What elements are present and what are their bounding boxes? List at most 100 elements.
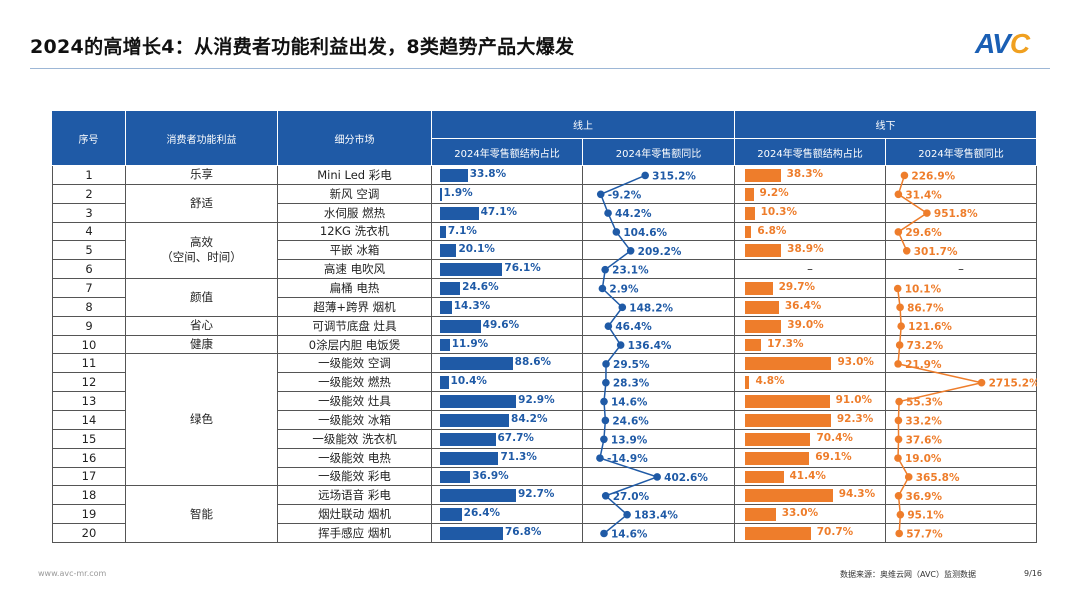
value-cell xyxy=(735,184,886,204)
online-share-bar xyxy=(440,451,499,465)
market-cell: 扁桶 电热 xyxy=(278,279,432,298)
online-share-label: 67.7% xyxy=(497,431,534,444)
value-cell xyxy=(735,203,886,223)
offline-yoy-label: 86.7% xyxy=(907,302,944,314)
yoy-lines: 315.2% -9.2% 44.2% 104.6% 209.2% 23.1% 2.9% 148… xyxy=(596,170,1037,540)
benefit-group: 舒适 xyxy=(126,184,278,223)
value-cell xyxy=(583,316,735,336)
online-yoy-label: 24.6% xyxy=(612,415,649,427)
online-share-label: 1.9% xyxy=(443,186,473,199)
row-number: 7 xyxy=(52,279,126,298)
offline-share-label: 91.0% xyxy=(835,394,873,407)
offline-yoy-point xyxy=(897,322,905,330)
online-share-bar xyxy=(440,357,513,371)
value-cell xyxy=(432,297,583,317)
online-yoy-label: 315.2% xyxy=(652,170,696,182)
value-cell xyxy=(583,279,735,298)
market-cell: 一级能效 电热 xyxy=(278,448,432,468)
offline-share-bar xyxy=(745,470,784,484)
offline-share-label: 41.4% xyxy=(789,469,826,482)
online-yoy-label: 209.2% xyxy=(638,246,682,258)
online-share-label: 33.8% xyxy=(469,168,507,180)
value-cell xyxy=(735,486,886,506)
row-number: 16 xyxy=(52,448,126,468)
value-cell xyxy=(432,467,583,487)
benefit-group: 高效 （空间、时间） xyxy=(126,222,278,280)
header-offline: 线下 xyxy=(735,111,1037,139)
row-number: 4 xyxy=(52,222,126,242)
offline-yoy-point xyxy=(923,209,931,217)
offline-share-bar xyxy=(745,376,750,390)
offline-yoy-label: 2715.2% xyxy=(989,378,1037,390)
value-cell xyxy=(886,184,1037,204)
value-cell xyxy=(735,392,886,411)
value-cell xyxy=(886,524,1037,543)
online-share-bar xyxy=(440,187,442,201)
online-share-bar xyxy=(440,489,516,503)
online-share-label: 49.6% xyxy=(482,318,520,331)
offline-yoy-point xyxy=(894,435,903,444)
offline-share-label: 17.3% xyxy=(767,337,804,350)
offline-yoy-label: 951.8% xyxy=(934,208,978,220)
online-share-bar xyxy=(440,432,496,446)
offline-yoy-point xyxy=(895,341,904,349)
row-number: 18 xyxy=(52,486,126,506)
value-cell xyxy=(432,316,583,336)
value-cell xyxy=(886,166,1037,185)
value-cell xyxy=(886,203,1037,223)
value-cell xyxy=(583,392,735,411)
online-share-bar xyxy=(440,413,510,427)
value-cell xyxy=(432,524,583,543)
row-number: 13 xyxy=(52,392,126,411)
offline-yoy-point xyxy=(894,454,902,462)
offline-yoy-label: 226.9% xyxy=(911,170,955,182)
value-cell xyxy=(735,467,886,487)
online-share-label: 88.6% xyxy=(514,356,552,369)
row-number: 6 xyxy=(52,260,126,280)
offline-share-bar xyxy=(745,282,773,295)
online-yoy-point xyxy=(601,492,610,500)
online-share-label: 7.1% xyxy=(447,224,477,237)
offline-share-bar xyxy=(745,300,779,314)
footer-source: 数据来源：奥维云网（AVC）监测数据 xyxy=(840,570,977,579)
online-yoy-label: -14.9% xyxy=(607,453,648,465)
benefit-group: 颜值 xyxy=(126,279,278,317)
offline-yoy-point xyxy=(894,228,903,236)
offline-share-bar xyxy=(745,508,776,522)
header-offline-yoy: 2024年零售额同比 xyxy=(886,139,1037,166)
value-cell xyxy=(735,316,886,336)
online-yoy-point xyxy=(612,228,621,236)
row-number: 17 xyxy=(52,467,126,487)
offline-share-label: 33.0% xyxy=(781,507,819,520)
value-cell xyxy=(735,241,886,261)
offline-share-label: 70.4% xyxy=(816,431,853,444)
row-number: 20 xyxy=(52,524,126,543)
value-cell xyxy=(432,166,583,185)
slide-title: 2024的高增长4：从消费者功能利益出发，8类趋势产品大爆发 xyxy=(30,36,575,58)
market-cell: 挥手感应 烟机 xyxy=(278,524,432,543)
offline-yoy-line xyxy=(897,175,929,252)
offline-share-label: 6.8% xyxy=(757,224,787,237)
offline-share-bar xyxy=(745,225,752,239)
offline-share-label: 4.8% xyxy=(755,375,785,388)
online-yoy-point xyxy=(602,360,610,368)
online-share-bar xyxy=(440,508,462,522)
offline-share-label: 69.1% xyxy=(815,450,852,463)
value-cell xyxy=(432,448,583,468)
offline-yoy-point xyxy=(894,360,902,368)
value-cell: – xyxy=(886,260,1037,280)
value-cell xyxy=(735,222,886,242)
value-cell xyxy=(735,373,886,393)
offline-share-label: 38.9% xyxy=(787,243,824,256)
market-cell: 一级能效 彩电 xyxy=(278,467,432,487)
value-cell xyxy=(583,429,735,449)
online-share-label: 26.4% xyxy=(463,507,501,520)
value-cell xyxy=(735,279,886,298)
online-share-bar xyxy=(440,206,479,220)
value-cell xyxy=(583,373,735,393)
online-share-bar xyxy=(440,169,468,182)
market-cell: 一级能效 空调 xyxy=(278,354,432,374)
market-cell: 一级能效 洗衣机 xyxy=(278,429,432,449)
value-cell xyxy=(583,184,735,204)
offline-share-label: 38.3% xyxy=(786,168,824,180)
